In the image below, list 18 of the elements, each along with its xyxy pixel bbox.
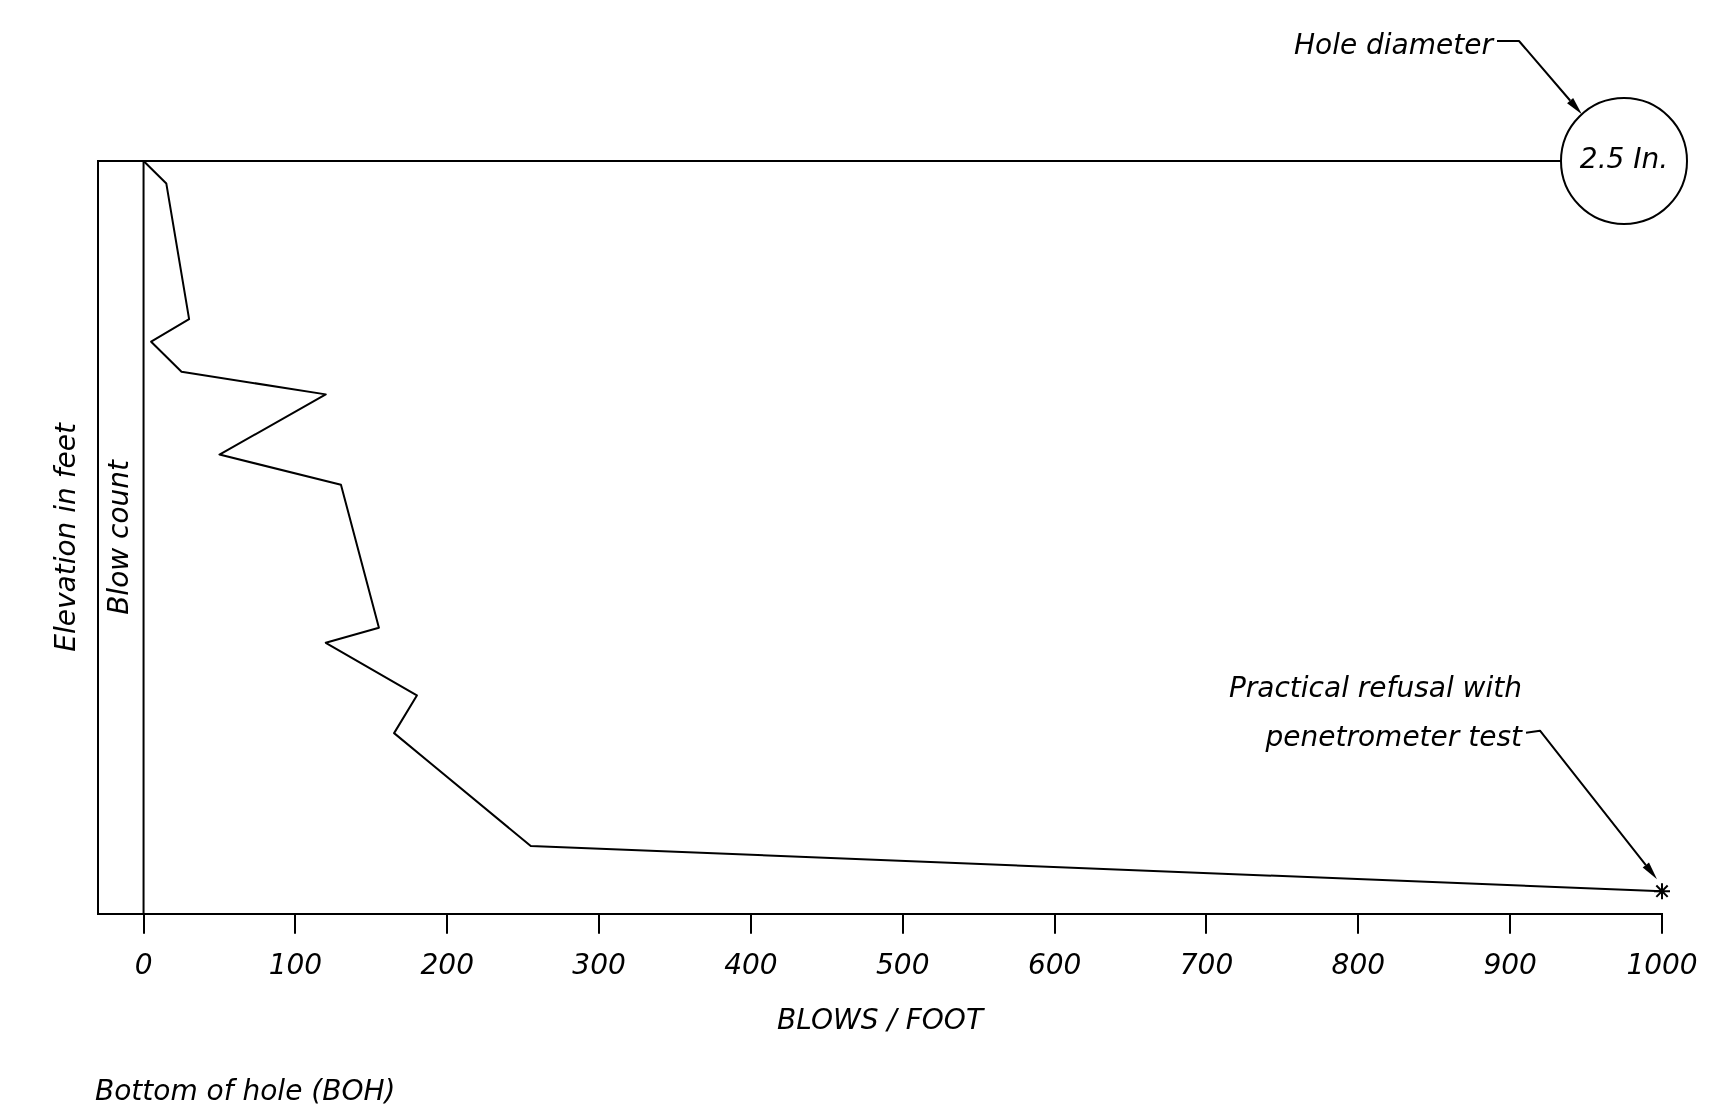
x-tick-label: 800 [1331,947,1386,981]
x-tick-label: 900 [1483,947,1537,981]
x-tick-label: 100 [268,947,323,981]
x-tick-label: 300 [572,947,626,981]
x-tick-label: 500 [876,947,930,981]
annotation: Blow count [102,458,136,615]
annotation: 2.5 In. [1579,142,1669,176]
y-axis-title: Elevation in feet [49,422,83,652]
text: Hole diameter [1293,28,1495,62]
x-tick-label: 1000 [1626,947,1698,981]
x-tick-label: 400 [724,947,778,981]
text: Bottom of hole (BOH) [95,1074,396,1108]
annotation: Practical refusal with penetrometer test [1228,671,1524,753]
x-axis-title: BLOWS / FOOT [777,1003,985,1037]
x-tick-label: 0 [134,947,153,981]
x-tick-label: 700 [1179,947,1234,981]
x-tick-label: 600 [1027,947,1082,981]
x-tick-label: 200 [420,947,474,981]
